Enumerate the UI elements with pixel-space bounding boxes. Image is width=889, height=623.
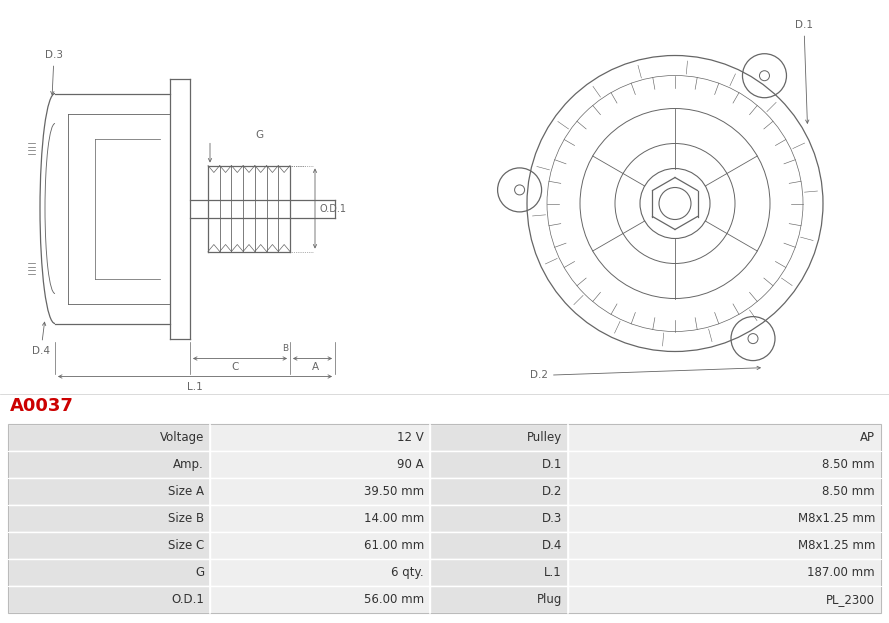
Bar <box>210 424 430 451</box>
Text: G: G <box>195 566 204 579</box>
Bar <box>430 505 568 532</box>
Text: D.3: D.3 <box>45 50 63 95</box>
Text: M8x1.25 mm: M8x1.25 mm <box>797 539 875 552</box>
Text: Size A: Size A <box>168 485 204 498</box>
Text: AP: AP <box>860 431 875 444</box>
Text: 187.00 mm: 187.00 mm <box>807 566 875 579</box>
Text: 56.00 mm: 56.00 mm <box>364 593 424 606</box>
Text: O.D.1: O.D.1 <box>171 593 204 606</box>
Text: B: B <box>282 344 288 353</box>
Bar <box>568 559 881 586</box>
Bar <box>210 505 430 532</box>
Text: 39.50 mm: 39.50 mm <box>364 485 424 498</box>
Bar <box>8 424 881 613</box>
Bar <box>568 532 881 559</box>
Bar <box>568 478 881 505</box>
Text: L.1: L.1 <box>544 566 562 579</box>
Text: Plug: Plug <box>537 593 562 606</box>
Text: 14.00 mm: 14.00 mm <box>364 512 424 525</box>
Bar <box>568 586 881 613</box>
Text: G: G <box>255 130 263 141</box>
Bar <box>8 451 210 478</box>
Text: D.3: D.3 <box>541 512 562 525</box>
Text: D.2: D.2 <box>541 485 562 498</box>
Text: O.D.1: O.D.1 <box>319 204 346 214</box>
Text: 90 A: 90 A <box>397 458 424 471</box>
Text: L.1: L.1 <box>187 381 203 391</box>
Text: A: A <box>312 361 319 371</box>
Text: PL_2300: PL_2300 <box>826 593 875 606</box>
Bar <box>8 586 210 613</box>
Text: 8.50 mm: 8.50 mm <box>822 485 875 498</box>
Text: Pulley: Pulley <box>527 431 562 444</box>
Bar <box>430 451 568 478</box>
Bar <box>8 478 210 505</box>
Text: D.4: D.4 <box>541 539 562 552</box>
Bar <box>430 478 568 505</box>
Bar <box>568 451 881 478</box>
Bar <box>568 505 881 532</box>
Bar <box>568 424 881 451</box>
Bar <box>210 478 430 505</box>
Text: A0037: A0037 <box>10 397 74 415</box>
Text: D.2: D.2 <box>530 366 760 381</box>
Text: 12 V: 12 V <box>397 431 424 444</box>
Text: D.4: D.4 <box>32 322 50 356</box>
Bar <box>430 559 568 586</box>
Text: C: C <box>231 361 238 371</box>
Text: D.1: D.1 <box>795 21 813 123</box>
Bar <box>210 586 430 613</box>
Text: D.1: D.1 <box>541 458 562 471</box>
Bar <box>8 532 210 559</box>
Text: Size B: Size B <box>168 512 204 525</box>
Bar <box>210 451 430 478</box>
Text: Voltage: Voltage <box>160 431 204 444</box>
Bar <box>8 505 210 532</box>
Text: 8.50 mm: 8.50 mm <box>822 458 875 471</box>
Text: 6 qty.: 6 qty. <box>391 566 424 579</box>
Text: M8x1.25 mm: M8x1.25 mm <box>797 512 875 525</box>
Bar <box>8 559 210 586</box>
Text: Amp.: Amp. <box>173 458 204 471</box>
Bar <box>430 424 568 451</box>
Bar <box>430 586 568 613</box>
Text: Size C: Size C <box>168 539 204 552</box>
Bar <box>210 532 430 559</box>
Bar <box>8 424 210 451</box>
Bar <box>430 532 568 559</box>
Bar <box>210 559 430 586</box>
Text: 61.00 mm: 61.00 mm <box>364 539 424 552</box>
